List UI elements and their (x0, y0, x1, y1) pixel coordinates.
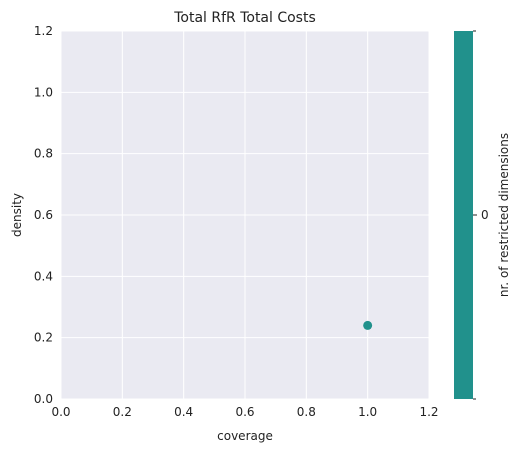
x-tick-label: 0.6 (235, 405, 254, 419)
chart-title: Total RfR Total Costs (173, 10, 316, 26)
y-axis-ticks: 0.0 0.2 0.4 0.6 0.8 1.0 1.2 (34, 24, 53, 406)
x-axis-ticks: 0.0 0.2 0.4 0.6 0.8 1.0 1.2 (51, 405, 438, 419)
colorbar-ticks: 0 (473, 31, 489, 399)
x-tick-label: 0.0 (51, 405, 70, 419)
y-tick-label: 1.0 (34, 85, 53, 99)
x-tick-label: 1.0 (358, 405, 377, 419)
x-tick-label: 1.2 (419, 405, 438, 419)
data-point (363, 321, 372, 330)
x-tick-label: 0.8 (297, 405, 316, 419)
colorbar-tick-label: 0 (481, 208, 489, 222)
y-tick-label: 0.6 (34, 208, 53, 222)
y-tick-label: 0.0 (34, 392, 53, 406)
colorbar (454, 31, 473, 399)
y-tick-label: 0.2 (34, 331, 53, 345)
colorbar-label: nr. of restricted dimensions (497, 133, 511, 297)
y-tick-label: 0.4 (34, 269, 53, 283)
data-points (363, 321, 372, 330)
y-axis-label: density (10, 193, 24, 237)
x-tick-label: 0.2 (113, 405, 132, 419)
x-axis-label: coverage (217, 429, 273, 443)
y-tick-label: 1.2 (34, 24, 53, 38)
x-tick-label: 0.4 (174, 405, 193, 419)
y-tick-label: 0.8 (34, 147, 53, 161)
